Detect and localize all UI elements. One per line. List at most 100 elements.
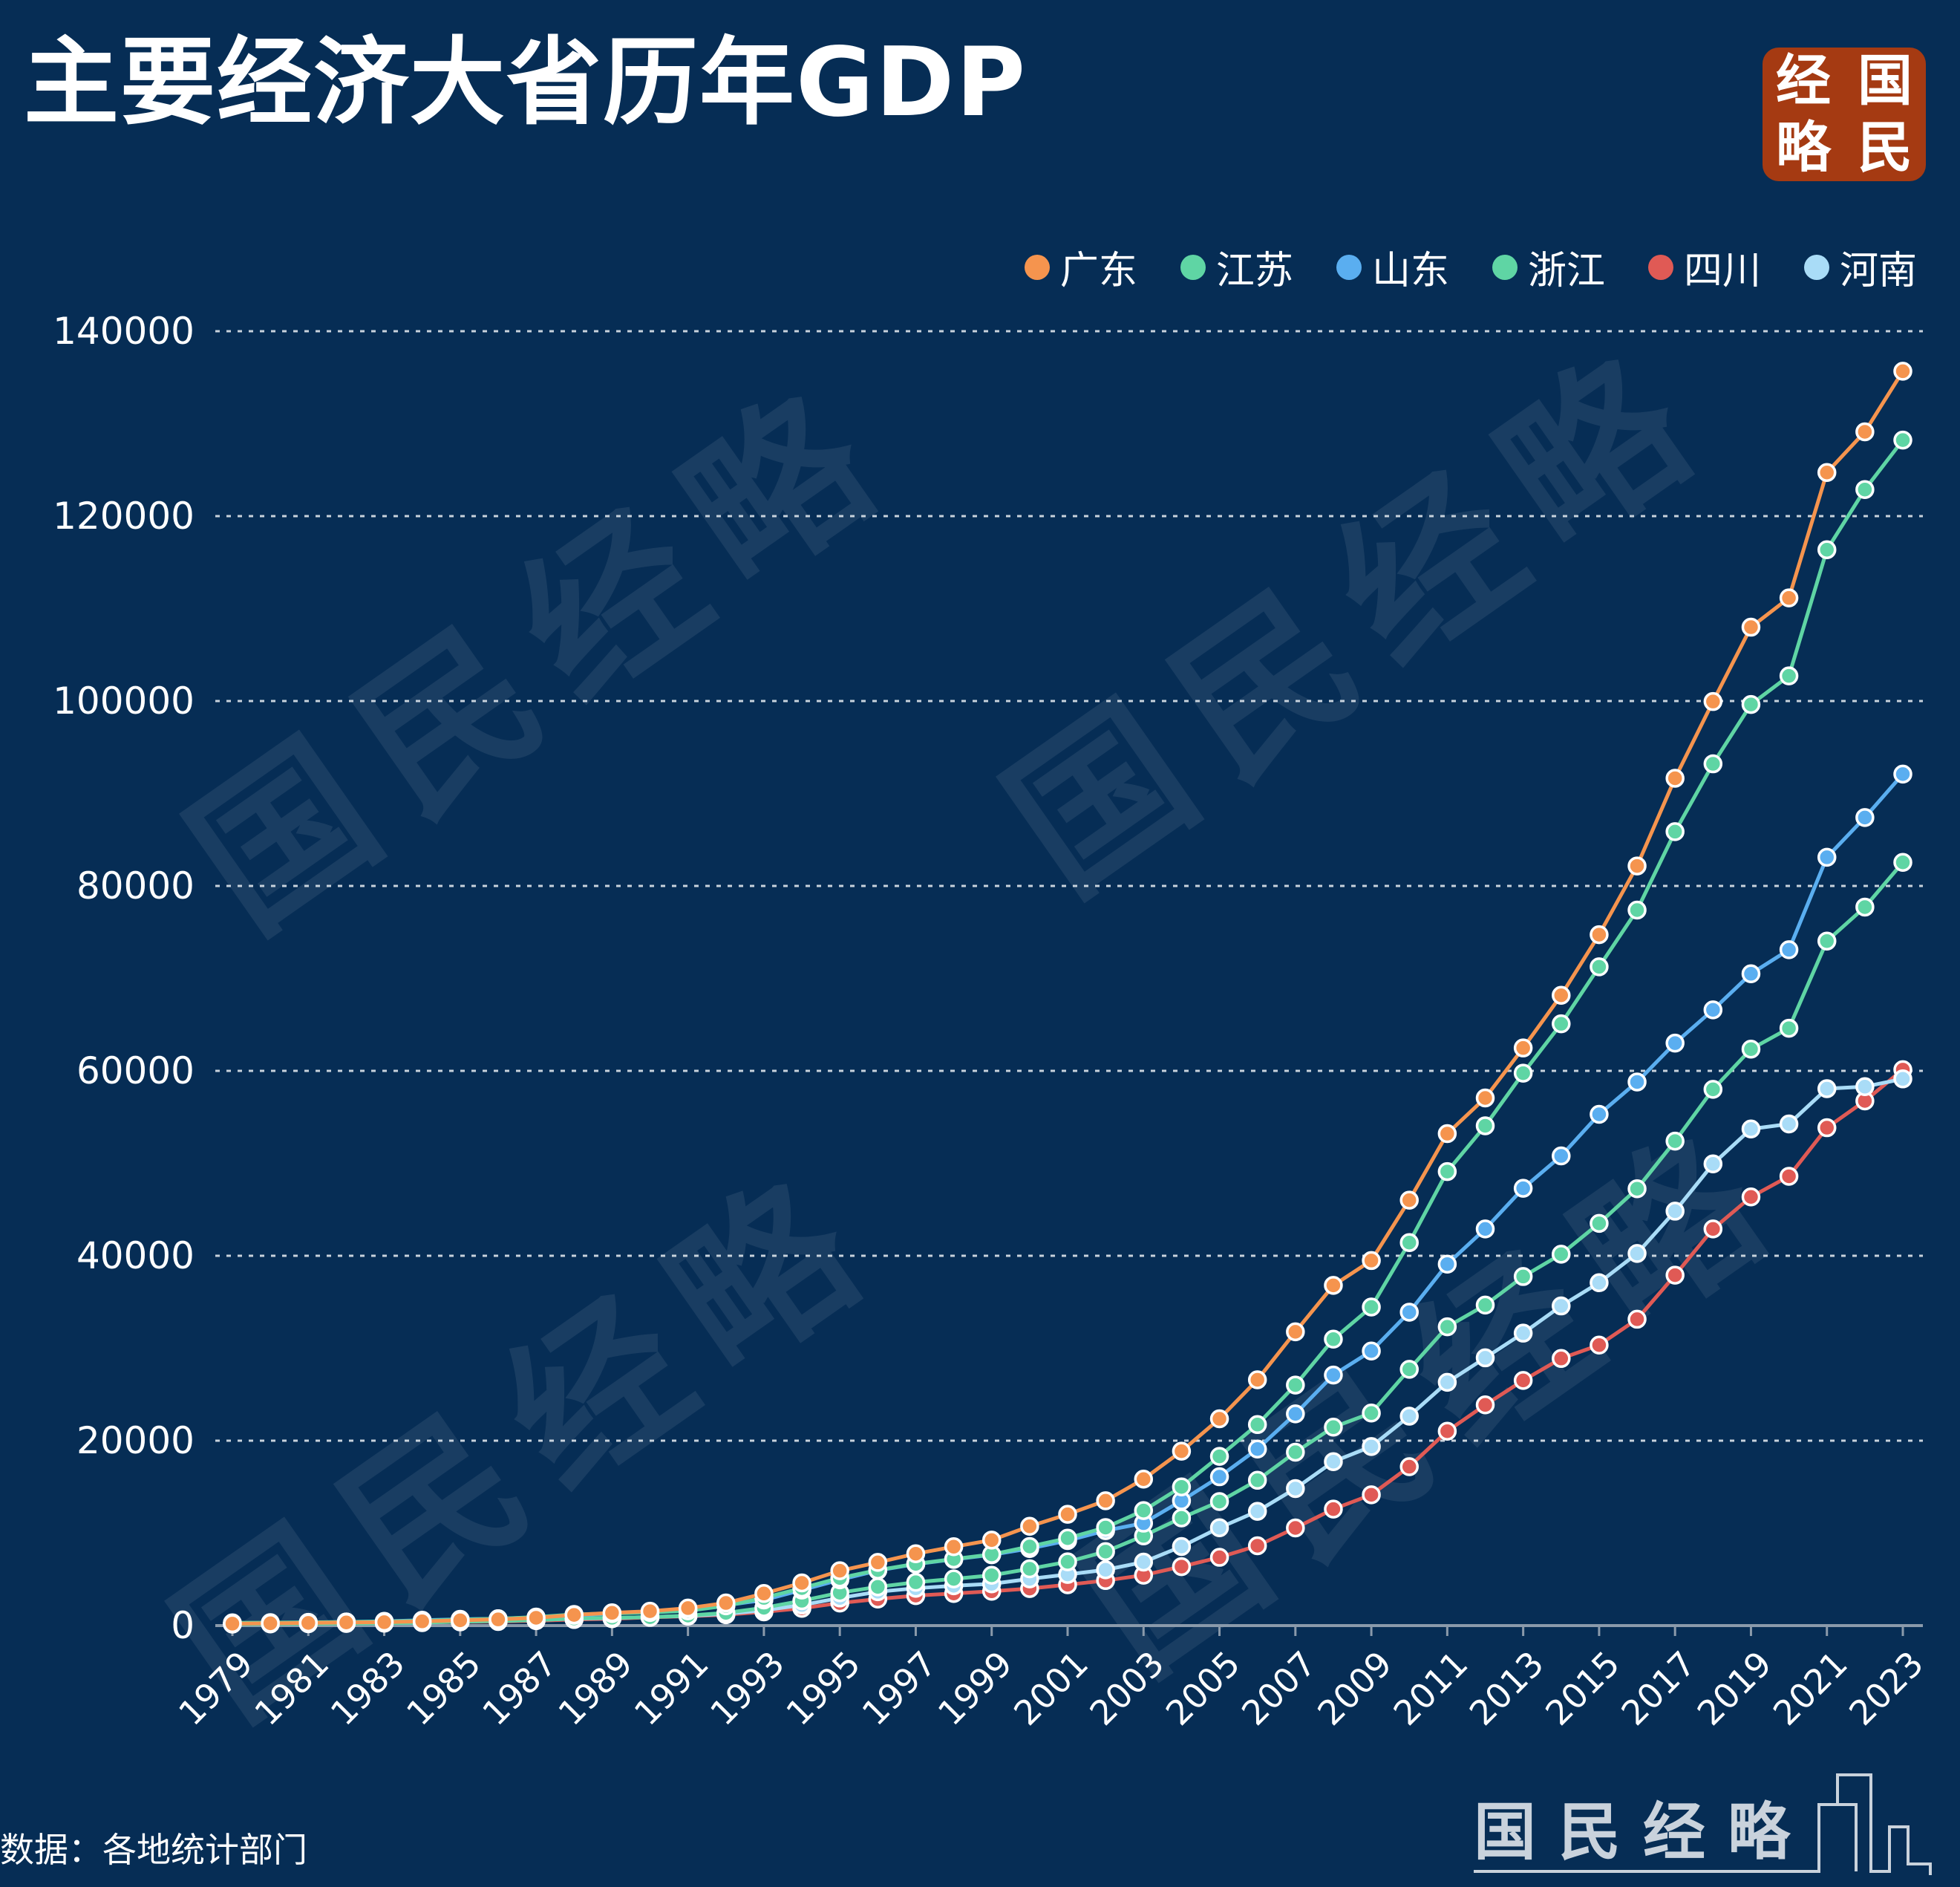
data-point-山东-2023 — [1893, 764, 1912, 784]
logo-char: 国 — [1858, 49, 1912, 113]
x-tick-label: 1999 — [930, 1643, 1020, 1733]
data-point-浙江-1998 — [944, 1569, 964, 1588]
data-point-江苏-2022 — [1855, 480, 1875, 499]
data-point-四川-2009 — [1362, 1485, 1381, 1505]
legend-dot-icon — [1180, 254, 1206, 280]
data-point-河南-2006 — [1247, 1502, 1267, 1521]
data-point-浙江-2009 — [1362, 1404, 1381, 1423]
data-point-浙江-2001 — [1058, 1552, 1077, 1571]
data-point-广东-1979 — [223, 1614, 242, 1634]
data-point-山东-2008 — [1324, 1365, 1343, 1385]
data-point-江苏-2001 — [1058, 1528, 1077, 1548]
data-point-广东-2017 — [1665, 769, 1685, 788]
data-point-山东-2015 — [1590, 1104, 1609, 1124]
x-tick-label: 1981 — [246, 1643, 336, 1733]
data-point-浙江-2004 — [1172, 1508, 1192, 1528]
data-point-浙江-2019 — [1741, 1039, 1761, 1059]
data-point-四川-2019 — [1741, 1187, 1761, 1207]
data-point-江苏-2009 — [1362, 1297, 1381, 1317]
data-point-浙江-1997 — [906, 1572, 926, 1592]
data-point-河南-2012 — [1475, 1348, 1495, 1368]
x-tick-label: 1987 — [474, 1643, 564, 1733]
data-point-广东-2010 — [1399, 1190, 1419, 1210]
data-point-河南-2020 — [1779, 1114, 1799, 1134]
data-point-山东-2021 — [1817, 847, 1837, 867]
data-point-广东-1981 — [298, 1613, 318, 1633]
data-point-广东-2009 — [1362, 1251, 1381, 1271]
data-point-山东-2022 — [1855, 808, 1875, 827]
data-point-广东-2001 — [1058, 1505, 1077, 1524]
data-point-广东-2012 — [1475, 1088, 1495, 1108]
legend: 广东 江苏 山东 浙江 四川 河南 — [1024, 239, 1917, 295]
x-tick-label: 1995 — [778, 1643, 868, 1733]
data-point-广东-2014 — [1552, 985, 1571, 1005]
data-point-浙江-2022 — [1855, 897, 1875, 917]
data-point-河南-2008 — [1324, 1452, 1343, 1471]
series-line-广东 — [232, 370, 1905, 1626]
data-point-山东-2019 — [1741, 964, 1761, 984]
data-point-河南-2014 — [1552, 1296, 1571, 1316]
data-point-浙江-2010 — [1399, 1360, 1419, 1379]
data-point-山东-2013 — [1513, 1179, 1533, 1198]
data-point-浙江-2017 — [1665, 1131, 1685, 1151]
data-point-广东-2005 — [1209, 1409, 1229, 1429]
x-tick-label: 2011 — [1386, 1643, 1476, 1733]
brand-footer: 国民经略 — [1474, 1795, 1813, 1868]
data-point-江苏-2008 — [1324, 1329, 1343, 1349]
data-point-河南-2015 — [1590, 1273, 1609, 1293]
legend-item[interactable]: 广东 — [1024, 239, 1137, 295]
data-point-浙江-1999 — [981, 1565, 1002, 1585]
legend-item[interactable]: 江苏 — [1180, 239, 1293, 295]
data-point-山东-2016 — [1627, 1072, 1647, 1092]
data-point-广东-1998 — [944, 1537, 964, 1557]
data-point-山东-2010 — [1399, 1303, 1419, 1322]
x-tick-label: 2005 — [1158, 1643, 1248, 1733]
data-point-山东-2006 — [1247, 1439, 1267, 1459]
data-point-江苏-2019 — [1741, 694, 1761, 714]
data-point-江苏-2000 — [1020, 1536, 1039, 1557]
data-point-山东-2012 — [1475, 1219, 1495, 1239]
data-point-广东-1982 — [336, 1613, 356, 1632]
data-point-广东-1996 — [868, 1553, 888, 1572]
legend-item[interactable]: 河南 — [1803, 239, 1917, 295]
data-point-江苏-2021 — [1817, 540, 1837, 560]
data-point-江苏-2014 — [1552, 1014, 1571, 1034]
source-note: 数据：各地统计部门 — [0, 1830, 307, 1870]
legend-item[interactable]: 浙江 — [1492, 239, 1605, 295]
data-point-江苏-2023 — [1893, 430, 1912, 450]
x-tick-label: 1991 — [627, 1643, 716, 1733]
data-point-广东-1994 — [792, 1573, 811, 1593]
y-tick-label: 100000 — [53, 679, 195, 723]
y-tick-label: 120000 — [53, 495, 195, 538]
x-tick-label: 1985 — [399, 1643, 489, 1733]
data-point-江苏-2011 — [1437, 1161, 1457, 1182]
data-point-广东-2013 — [1513, 1038, 1533, 1057]
data-point-广东-1991 — [678, 1598, 698, 1618]
data-point-广东-1993 — [754, 1584, 774, 1603]
x-tick-label: 2007 — [1234, 1643, 1324, 1733]
data-point-江苏-2007 — [1286, 1375, 1305, 1395]
x-tick-label: 2015 — [1538, 1643, 1627, 1733]
data-point-四川-2012 — [1475, 1395, 1495, 1415]
data-point-四川-2011 — [1437, 1421, 1457, 1441]
logo-char: 略 — [1776, 116, 1831, 180]
legend-item[interactable]: 山东 — [1336, 239, 1449, 295]
data-point-山东-2005 — [1209, 1467, 1229, 1487]
series-line-山东 — [232, 772, 1904, 1626]
data-point-广东-2016 — [1627, 856, 1647, 876]
data-point-河南-2023 — [1893, 1069, 1912, 1089]
data-point-广东-1986 — [489, 1609, 508, 1629]
data-point-广东-2002 — [1096, 1491, 1115, 1510]
data-point-四川-2018 — [1703, 1219, 1723, 1239]
x-tick-label: 2021 — [1765, 1643, 1855, 1733]
data-point-广东-1984 — [412, 1611, 432, 1632]
legend-item[interactable]: 四川 — [1647, 239, 1761, 295]
data-point-江苏-2015 — [1590, 957, 1609, 977]
data-point-广东-1980 — [261, 1614, 280, 1633]
data-point-江苏-2006 — [1247, 1415, 1267, 1435]
data-point-四川-2013 — [1513, 1371, 1533, 1390]
data-point-河南-2018 — [1703, 1154, 1723, 1174]
data-point-江苏-2010 — [1399, 1233, 1419, 1253]
data-point-四川-2006 — [1247, 1536, 1267, 1556]
x-tick-label: 1993 — [702, 1643, 792, 1733]
